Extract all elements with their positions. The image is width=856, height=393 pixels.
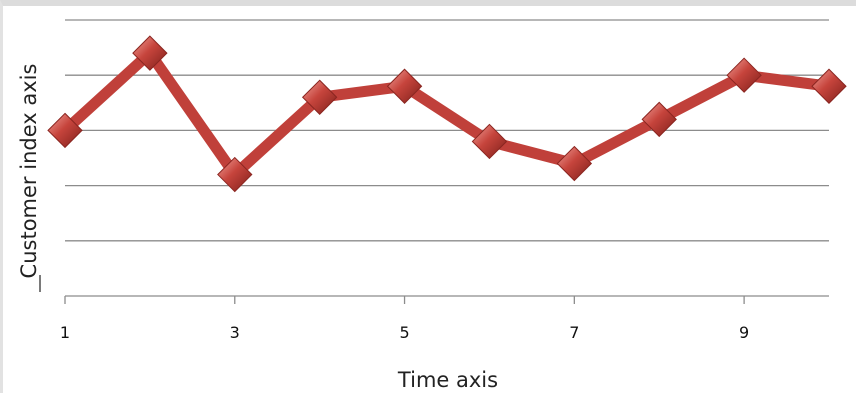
gridlines: [65, 19, 829, 242]
data-point-marker: [217, 156, 253, 193]
data-point-marker: [726, 57, 762, 93]
data-point-marker: [47, 112, 83, 149]
x-tick-label: 5: [399, 323, 409, 342]
line-chart: 1 3 5 7 9 Time axis Customer index axis: [17, 19, 847, 392]
x-tick-label: 7: [569, 323, 579, 342]
data-point-marker: [386, 68, 423, 104]
data-point-marker: [132, 35, 168, 71]
axis-labels: Time axis Customer index axis: [17, 64, 498, 392]
data-point-marker: [301, 79, 338, 115]
series-layer: [47, 35, 847, 193]
y-axis-title: Customer index axis: [17, 64, 41, 279]
data-point-marker: [556, 145, 593, 182]
data-point-marker: [471, 123, 508, 160]
x-tick-label: 3: [230, 323, 240, 342]
data-point-marker: [641, 101, 677, 138]
series-line: [59, 47, 835, 181]
x-tick-label: 9: [739, 323, 749, 342]
x-axis-title: Time axis: [397, 368, 498, 392]
data-point-marker: [811, 68, 847, 104]
x-tick-label: 1: [60, 323, 70, 342]
x-axis: 1 3 5 7 9: [60, 295, 829, 342]
